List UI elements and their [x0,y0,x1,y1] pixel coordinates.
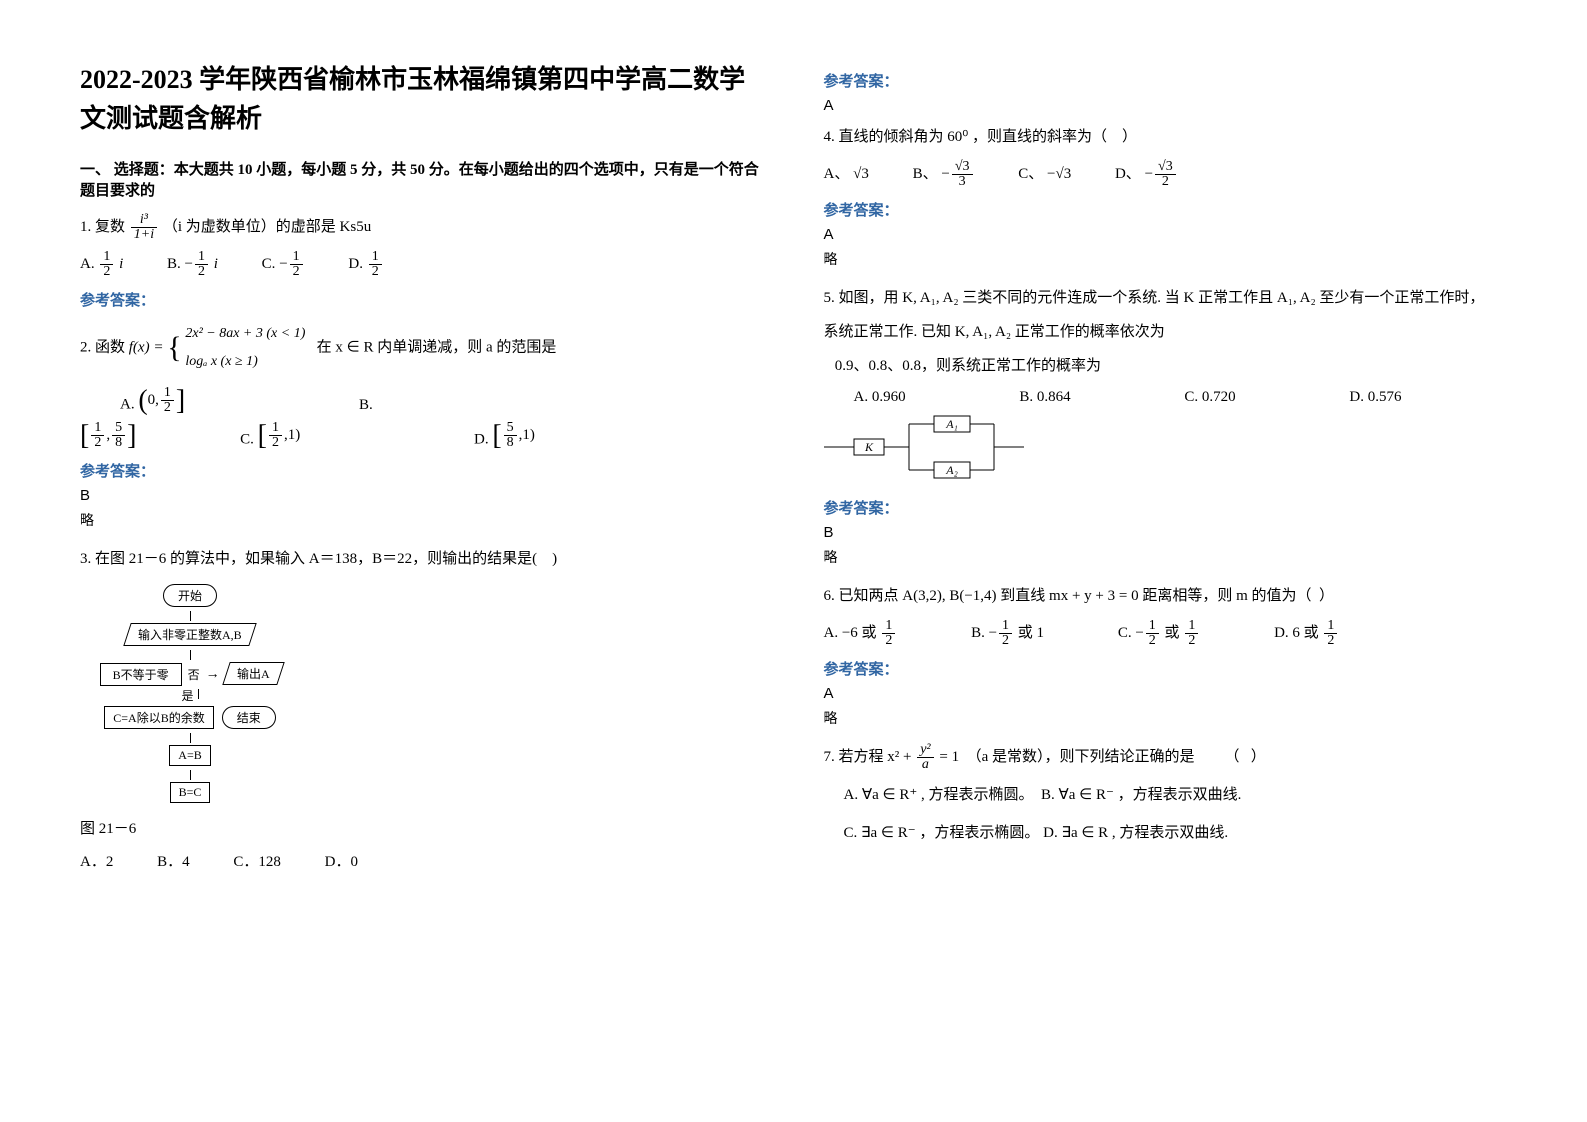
q1-option-b: B. −12 i [167,250,218,279]
q4-skip: 略 [824,249,1508,269]
q2-answer: B [80,487,764,504]
q6-option-d: D. 6 或 12 [1274,619,1339,648]
question-4: 4. 直线的倾斜角为 60⁰ ，则直线的斜率为（ ） [824,122,1508,152]
q6-option-b: B. −12 或 1 [971,619,1044,648]
section-1-heading: 一、 选择题：本大题共 10 小题，每小题 5 分，共 50 分。在每小题给出的… [80,158,764,200]
flowchart-input: 输入非零正整数A,B [123,623,256,646]
q3-option-d: D．0 [325,850,358,871]
q2-option-b-label: B. [359,397,373,414]
flowchart-step-c: C=A除以B的余数 [104,706,213,729]
q2-skip: 略 [80,510,764,530]
question-1: 1. 复数 i³ 1+i （i 为虚数单位）的虚部是 Ks5u [80,212,764,242]
arrow-icon: → [206,667,220,683]
page-root: 2022-2023 学年陕西省榆林市玉林福绵镇第四中学高二数学文测试题含解析 一… [0,0,1587,937]
q7-line-cd: C. ∃a ∈ R⁻ ，方程表示椭圆。 D. ∃a ∈ R , 方程表示双曲线. [844,818,1508,848]
svg-text:K: K [863,440,873,454]
question-3: 3. 在图 21－6 的算法中，如果输入 A＝138，B＝22，则输出的结果是(… [80,544,764,574]
q4-answer-label: 参考答案： [824,199,1508,220]
q1-option-d: D. 12 [348,250,383,279]
question-7: 7. 若方程 x² + y²a = 1 （a 是常数），则下列结论正确的是 （ … [824,742,1508,772]
q3-options: A．2 B．4 C．128 D．0 [80,850,764,871]
q6-options: A. −6 或 12 B. −12 或 1 C. −12 或 12 D. 6 或… [824,619,1508,648]
flowchart-end: 结束 [222,706,276,729]
q5-option-d: D. 0.576 [1349,389,1401,406]
q2-option-d: D. [58,1) [474,421,535,450]
svg-text:A₂: A₂ [945,463,958,477]
q4-answer: A [824,226,1508,243]
q5-option-b: B. 0.864 [1019,389,1070,406]
q7-line-ab: A. ∀a ∈ R⁺ , 方程表示椭圆。 B. ∀a ∈ R⁻ ，方程表示双曲线… [844,780,1508,810]
flowchart-step-ab: A=B [169,745,210,766]
question-5-line3: 0.9、0.8、0.8，则系统正常工作的概率为 [824,351,1508,381]
q5-answer: B [824,524,1508,541]
question-2: 2. 函数 f(x) = { 2x² − 8ax + 3 (x < 1) log… [80,318,764,378]
q4-options: A、 √3 B、 −√33 C、 −√3 D、 −√32 [824,160,1508,189]
q3-option-a: A．2 [80,850,113,871]
q3-answer: A [824,97,1508,114]
flowchart-start: 开始 [163,584,217,607]
question-5-line1: 5. 如图，用 K, A₁, A₂ 三类不同的元件连成一个系统. 当 K 正常工… [824,283,1508,313]
flowchart-yes-label: 是 [181,687,193,704]
q4-option-b: B、 −√33 [913,160,975,189]
question-6: 6. 已知两点 A(3,2), B(−1,4) 到直线 mx + y + 3 =… [824,581,1508,611]
q5-answer-label: 参考答案： [824,497,1508,518]
q1-options: A. 12 i B. −12 i C. −12 D. 12 [80,250,764,279]
q2-option-b: [12,58] [80,421,136,450]
svg-text:A₁: A₁ [945,417,958,431]
q5-option-c: C. 0.720 [1184,389,1235,406]
q2-option-a: A. (0,12] [120,386,185,415]
q5-option-a: A. 0.960 [854,389,906,406]
q6-answer-label: 参考答案： [824,658,1508,679]
q6-skip: 略 [824,708,1508,728]
q4-option-a: A、 √3 [824,162,869,183]
q5-skip: 略 [824,547,1508,567]
q3-fig-label: 图 21－6 [80,817,764,838]
q4-option-c: C、 −√3 [1018,162,1071,183]
q2-options-row1: A. (0,12] B. [80,386,764,415]
flowchart-no-label: 否 [188,666,200,683]
system-diagram-icon: K A₁ A₂ [824,412,1044,482]
q6-option-a: A. −6 或 12 [824,619,898,648]
q3-answer-label: 参考答案： [824,70,1508,91]
q5-options: A. 0.960 B. 0.864 C. 0.720 D. 0.576 [854,389,1508,406]
flowchart-decision: B不等于零 [100,663,182,686]
q5-diagram: K A₁ A₂ [824,412,1508,487]
q3-option-b: B．4 [157,850,190,871]
q1-option-a: A. 12 i [80,250,123,279]
q1-option-c: C. −12 [262,250,305,279]
right-column: 参考答案： A 4. 直线的倾斜角为 60⁰ ，则直线的斜率为（ ） A、 √3… [824,60,1508,877]
flowchart-output: 输出A [222,662,284,685]
q2-options-row2: [12,58] C. [12,1) D. [58,1) [80,421,764,450]
q6-answer: A [824,685,1508,702]
left-column: 2022-2023 学年陕西省榆林市玉林福绵镇第四中学高二数学文测试题含解析 一… [80,60,764,877]
q1-fraction: i³ 1+i [131,213,157,242]
q1-answer-label: 参考答案： [80,289,764,310]
q1-stem-pre: 1. 复数 [80,219,125,235]
q2-answer-label: 参考答案： [80,460,764,481]
q4-option-d: D、 −√32 [1115,160,1178,189]
q3-flowchart: 开始 输入非零正整数A,B B不等于零 否 → 输出A 是 C=A除 [80,584,764,805]
question-5-line2: 系统正常工作. 已知 K, A₁, A₂ 正常工作的概率依次为 [824,317,1508,347]
q6-option-c: C. −12 或 12 [1118,619,1201,648]
q2-option-c: C. [12,1) [240,421,300,450]
doc-title: 2022-2023 学年陕西省榆林市玉林福绵镇第四中学高二数学文测试题含解析 [80,60,764,138]
q3-option-c: C．128 [233,850,281,871]
q1-stem-post: （i 为虚数单位）的虚部是 Ks5u [163,219,371,235]
flowchart-step-bc: B=C [170,782,211,803]
